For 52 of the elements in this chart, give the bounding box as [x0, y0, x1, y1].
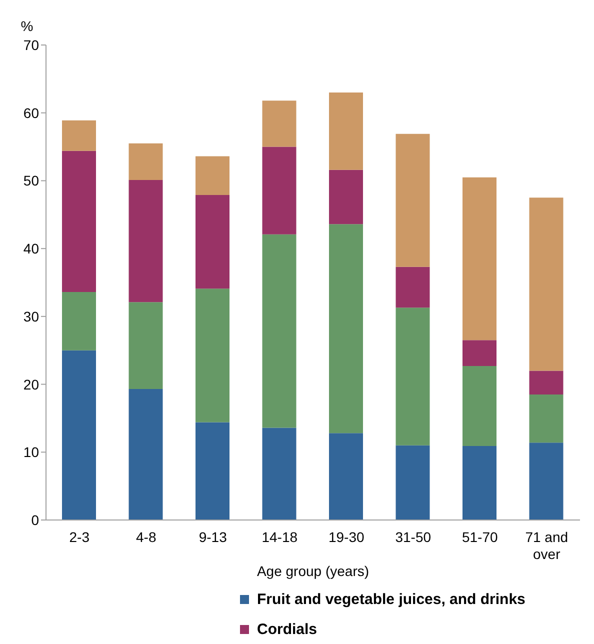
bar — [462, 366, 496, 446]
bar — [529, 370, 564, 394]
y-tick-label: 60 — [23, 104, 40, 121]
bar — [262, 234, 296, 428]
bar — [128, 143, 163, 180]
bar — [62, 150, 96, 292]
bar — [62, 292, 96, 350]
bar — [529, 198, 564, 371]
y-tick-label: 20 — [23, 376, 40, 392]
bar — [128, 302, 163, 390]
bar — [62, 120, 96, 151]
bar — [462, 177, 496, 340]
x-tick-label: 19-30 — [328, 529, 364, 545]
x-tick-label: 51-70 — [462, 529, 498, 545]
x-axis-title: Age group (years) — [256, 563, 370, 579]
bar — [62, 350, 96, 520]
bar — [529, 394, 564, 443]
bar — [329, 92, 363, 170]
x-tick-label: 2-3 — [69, 529, 90, 545]
bar — [128, 389, 163, 520]
bar — [462, 340, 496, 366]
x-tick-label: 9-13 — [198, 529, 228, 545]
bar — [196, 194, 230, 289]
y-tick-label: 40 — [23, 240, 40, 257]
bar — [329, 170, 363, 224]
bar — [196, 422, 230, 520]
bar — [396, 134, 430, 267]
legend-label: Fruit and vegetable juices, and drinks — [257, 590, 526, 608]
x-tick-label: 31-50 — [395, 529, 432, 545]
bar — [396, 266, 430, 308]
bar — [529, 442, 564, 520]
bar — [128, 180, 163, 302]
x-tick-label: 71 and over — [525, 529, 568, 562]
x-tick-label: 4-8 — [136, 529, 156, 545]
bar — [262, 100, 296, 147]
y-tick-label: 30 — [23, 308, 40, 324]
y-tick-label: 50 — [23, 172, 40, 189]
y-tick-label: 70 — [23, 36, 40, 53]
y-axis-title: % — [20, 18, 34, 34]
bar — [262, 146, 296, 234]
bar — [396, 308, 430, 446]
x-tick-label: 14-18 — [262, 529, 298, 545]
bar — [329, 224, 363, 434]
bar — [329, 433, 363, 520]
legend-label: Cordials — [257, 620, 318, 638]
bar — [462, 446, 496, 520]
bar — [396, 445, 430, 520]
bar — [196, 156, 230, 195]
y-tick-label: 10 — [23, 444, 40, 460]
bar — [196, 288, 230, 422]
y-tick-label: 0 — [31, 512, 40, 528]
bar — [262, 428, 296, 520]
